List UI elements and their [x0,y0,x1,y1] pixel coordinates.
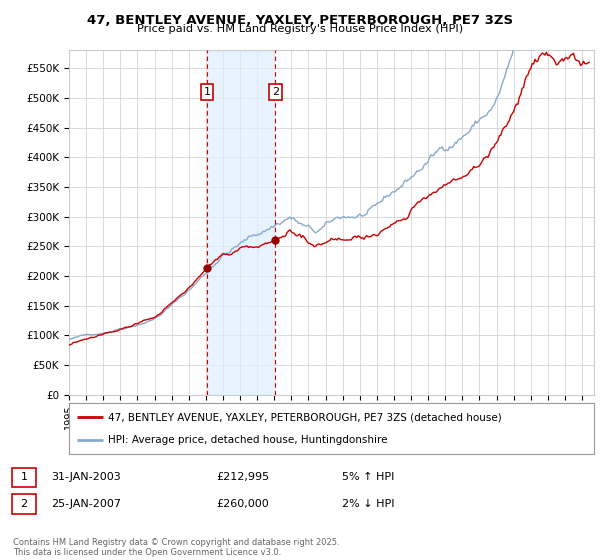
Text: 2: 2 [20,499,28,509]
Text: 1: 1 [203,87,211,97]
Text: 25-JAN-2007: 25-JAN-2007 [51,499,121,509]
Text: £260,000: £260,000 [216,499,269,509]
Text: 31-JAN-2003: 31-JAN-2003 [51,472,121,482]
Text: Contains HM Land Registry data © Crown copyright and database right 2025.
This d: Contains HM Land Registry data © Crown c… [13,538,340,557]
Text: £212,995: £212,995 [216,472,269,482]
Text: 2: 2 [272,87,279,97]
Text: 47, BENTLEY AVENUE, YAXLEY, PETERBOROUGH, PE7 3ZS: 47, BENTLEY AVENUE, YAXLEY, PETERBOROUGH… [87,14,513,27]
Text: 2% ↓ HPI: 2% ↓ HPI [342,499,395,509]
Text: Price paid vs. HM Land Registry's House Price Index (HPI): Price paid vs. HM Land Registry's House … [137,24,463,34]
Text: 5% ↑ HPI: 5% ↑ HPI [342,472,394,482]
Text: 47, BENTLEY AVENUE, YAXLEY, PETERBOROUGH, PE7 3ZS (detached house): 47, BENTLEY AVENUE, YAXLEY, PETERBOROUGH… [109,412,502,422]
Text: 1: 1 [20,472,28,482]
Text: HPI: Average price, detached house, Huntingdonshire: HPI: Average price, detached house, Hunt… [109,436,388,446]
